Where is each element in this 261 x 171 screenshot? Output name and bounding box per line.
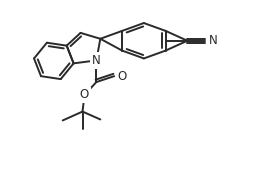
Text: N: N <box>209 34 218 47</box>
Text: N: N <box>92 54 101 67</box>
Text: O: O <box>80 88 89 101</box>
Text: O: O <box>117 70 126 83</box>
